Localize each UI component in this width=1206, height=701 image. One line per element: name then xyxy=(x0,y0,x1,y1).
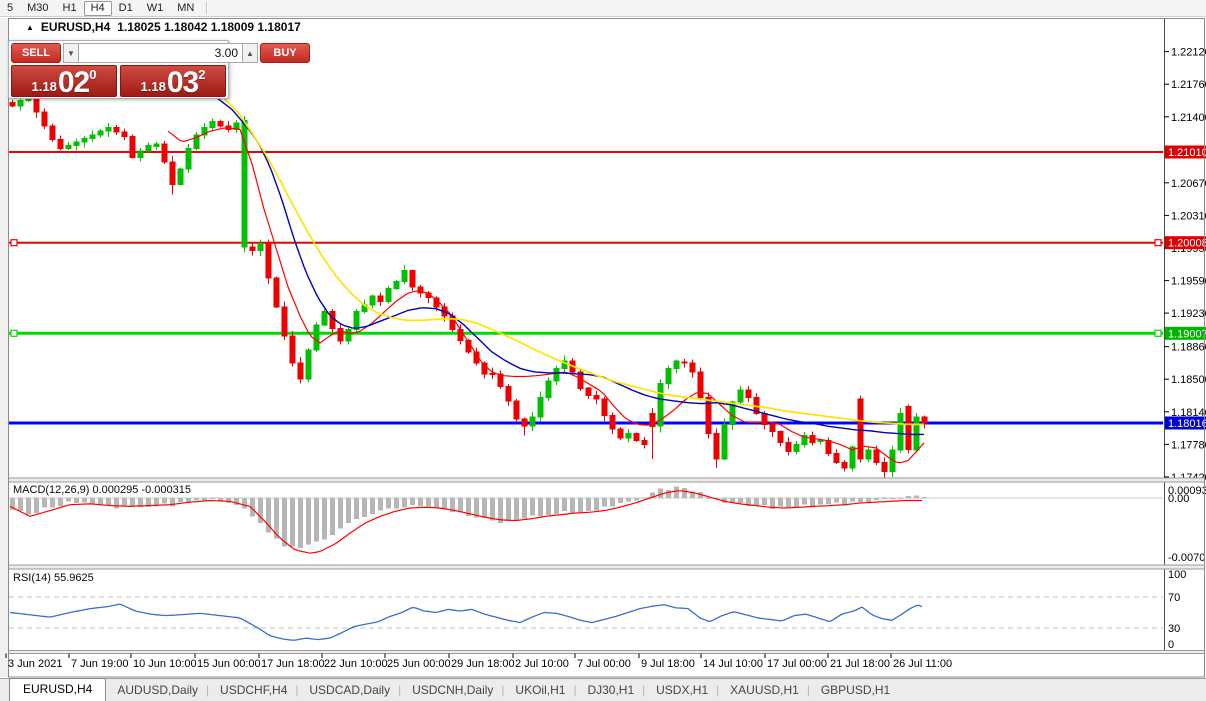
timeframe-button-d1[interactable]: D1 xyxy=(118,1,133,14)
svg-text:100: 100 xyxy=(1168,569,1186,581)
svg-text:1.20670: 1.20670 xyxy=(1171,178,1206,190)
chart-title: ▲ EURUSD,H4 1.18025 1.18042 1.18009 1.18… xyxy=(26,20,301,34)
chart-tab-audusd-daily[interactable]: AUDUSD,Daily xyxy=(117,683,199,697)
bid-price-box[interactable]: 1.18 02 0 xyxy=(11,65,117,99)
chart-tabs-bar: EURUSD,H4 AUDUSD,Daily USDCHF,H4USDCAD,Dai… xyxy=(0,678,1206,701)
svg-text:1.18500: 1.18500 xyxy=(1171,374,1206,386)
svg-text:17 Jun 18:00: 17 Jun 18:00 xyxy=(261,658,325,670)
svg-text:70: 70 xyxy=(1168,592,1180,604)
svg-text:10 Jun 10:00: 10 Jun 10:00 xyxy=(133,658,197,670)
svg-text:-0.00705: -0.00705 xyxy=(1168,552,1206,564)
horizontal-lines-layer[interactable] xyxy=(9,151,1163,425)
svg-text:2 Jul 10:00: 2 Jul 10:00 xyxy=(515,658,569,670)
toolbar-separator xyxy=(206,2,208,14)
ask-prefix: 1.18 xyxy=(140,79,166,94)
sell-button[interactable]: SELL xyxy=(11,43,61,63)
svg-text:1.20008: 1.20008 xyxy=(1168,238,1206,250)
svg-text:3 Jun 2021: 3 Jun 2021 xyxy=(8,658,62,670)
price-axis: 1.221201.217601.214001.206701.203101.199… xyxy=(1164,18,1206,653)
chart-tab-usdx-h1[interactable]: USDX,H1 xyxy=(642,680,719,701)
svg-text:1.19007: 1.19007 xyxy=(1168,328,1206,340)
svg-text:15 Jun 00:00: 15 Jun 00:00 xyxy=(197,658,261,670)
svg-text:22 Jun 10:00: 22 Jun 10:00 xyxy=(324,658,388,670)
ma-fast-red xyxy=(167,127,925,464)
svg-text:25 Jun 00:00: 25 Jun 00:00 xyxy=(387,658,451,670)
bid-prefix: 1.18 xyxy=(31,79,57,94)
svg-text:9 Jul 18:00: 9 Jul 18:00 xyxy=(641,658,695,670)
chart-tab-usdchf-h4[interactable]: USDCHF,H4 xyxy=(206,680,298,701)
svg-text:17 Jul 00:00: 17 Jul 00:00 xyxy=(767,658,827,670)
svg-text:1.19590: 1.19590 xyxy=(1171,276,1206,288)
macd-pane xyxy=(9,486,1163,554)
chart-symbol-period: EURUSD,H4 xyxy=(40,20,111,34)
rsi-indicator-label: RSI(14) 55.9625 xyxy=(13,572,94,584)
svg-text:7 Jul 00:00: 7 Jul 00:00 xyxy=(577,658,631,670)
ask-price-box[interactable]: 1.18 03 2 xyxy=(120,65,226,99)
chart-tab-gbpusd-h1[interactable]: GBPUSD,H1 xyxy=(807,680,901,701)
rsi-line xyxy=(9,603,923,641)
volume-decrease-button[interactable]: ▼ xyxy=(63,43,79,63)
chart-canvas[interactable]: 1.221201.217601.214001.206701.203101.199… xyxy=(0,0,1206,678)
macd-histogram xyxy=(10,486,927,548)
svg-text:21 Jul 18:00: 21 Jul 18:00 xyxy=(830,658,890,670)
svg-text:1.21400: 1.21400 xyxy=(1171,112,1206,124)
svg-text:1.22120: 1.22120 xyxy=(1171,47,1206,59)
timeframe-toolbar: 5 M30 H1 H4 D1 W1 MN xyxy=(0,0,1206,17)
buy-button[interactable]: BUY xyxy=(260,43,310,63)
svg-text:1.17780: 1.17780 xyxy=(1171,439,1206,451)
ask-sup-digit: 2 xyxy=(198,67,206,82)
svg-text:7 Jun 19:00: 7 Jun 19:00 xyxy=(71,658,129,670)
window-frame xyxy=(0,18,1205,678)
up-arrow-icon: ▲ xyxy=(246,48,254,58)
chart-tab-usdcnh-daily[interactable]: USDCNH,Daily xyxy=(398,680,504,701)
chart-tab-eurusd-h4[interactable]: EURUSD,H4 xyxy=(9,678,107,701)
timeframe-button-5[interactable]: 5 xyxy=(7,1,14,14)
chart-ohlc-values: 1.18025 1.18042 1.18009 1.18017 xyxy=(117,20,301,34)
volume-input[interactable] xyxy=(79,43,242,63)
bid-sup-digit: 0 xyxy=(89,67,97,82)
ma-mid-blue xyxy=(203,89,924,436)
svg-text:1.21010: 1.21010 xyxy=(1168,147,1206,159)
moving-averages-layer xyxy=(167,89,925,464)
time-axis: 3 Jun 2021 7 Jun 19:00 10 Jun 10:00 15 Jun … xyxy=(5,653,952,670)
svg-text:0.000936: 0.000936 xyxy=(1168,485,1206,497)
chart-tab-ukoil-h1[interactable]: UKOil,H1 xyxy=(501,680,576,701)
volume-stepper[interactable]: ▼ ▲ xyxy=(63,43,258,63)
bid-big-digits: 02 xyxy=(57,66,90,99)
timeframe-button-mn[interactable]: MN xyxy=(177,1,195,14)
timeframe-button-w1[interactable]: W1 xyxy=(146,1,164,14)
chart-tab-xauusd-h1[interactable]: XAUUSD,H1 xyxy=(716,680,810,701)
chart-tab-dj30-h1[interactable]: DJ30,H1 xyxy=(573,680,645,701)
candles-layer xyxy=(9,91,928,478)
svg-text:1.20310: 1.20310 xyxy=(1171,210,1206,222)
svg-text:1.18140: 1.18140 xyxy=(1171,407,1206,419)
volume-increase-button[interactable]: ▲ xyxy=(242,43,258,63)
chart-marker-icon: ▲ xyxy=(26,22,34,32)
timeframe-button-h4[interactable]: H4 xyxy=(83,0,112,16)
hline-handles[interactable] xyxy=(10,239,1162,337)
timeframe-button-m30[interactable]: M30 xyxy=(27,1,49,14)
chart-tab-usdcad-daily[interactable]: USDCAD,Daily xyxy=(295,680,401,701)
svg-text:1.19230: 1.19230 xyxy=(1171,308,1206,320)
svg-text:29 Jun 18:00: 29 Jun 18:00 xyxy=(451,658,515,670)
timeframe-button-h1[interactable]: H1 xyxy=(62,1,77,14)
down-arrow-icon: ▼ xyxy=(67,48,75,58)
svg-text:1.18860: 1.18860 xyxy=(1171,342,1206,354)
rsi-pane xyxy=(9,596,1163,641)
svg-text:14 Jul 10:00: 14 Jul 10:00 xyxy=(703,658,763,670)
ma-slow-yellow xyxy=(223,98,924,426)
svg-text:26 Jul 11:00: 26 Jul 11:00 xyxy=(893,658,952,670)
ask-big-digits: 03 xyxy=(166,66,199,99)
macd-signal-line xyxy=(9,490,922,554)
macd-indicator-label: MACD(12,26,9) 0.000295 -0.000315 xyxy=(13,484,191,496)
svg-text:1.21760: 1.21760 xyxy=(1171,79,1206,91)
svg-text:1.18016: 1.18016 xyxy=(1168,418,1206,430)
svg-text:30: 30 xyxy=(1168,623,1180,635)
svg-text:0: 0 xyxy=(1168,639,1174,651)
one-click-trading-panel[interactable]: SELL ▼ ▲ BUY 1.18 02 0 1.18 03 2 xyxy=(8,40,310,99)
svg-text:0.00: 0.00 xyxy=(1168,493,1189,505)
